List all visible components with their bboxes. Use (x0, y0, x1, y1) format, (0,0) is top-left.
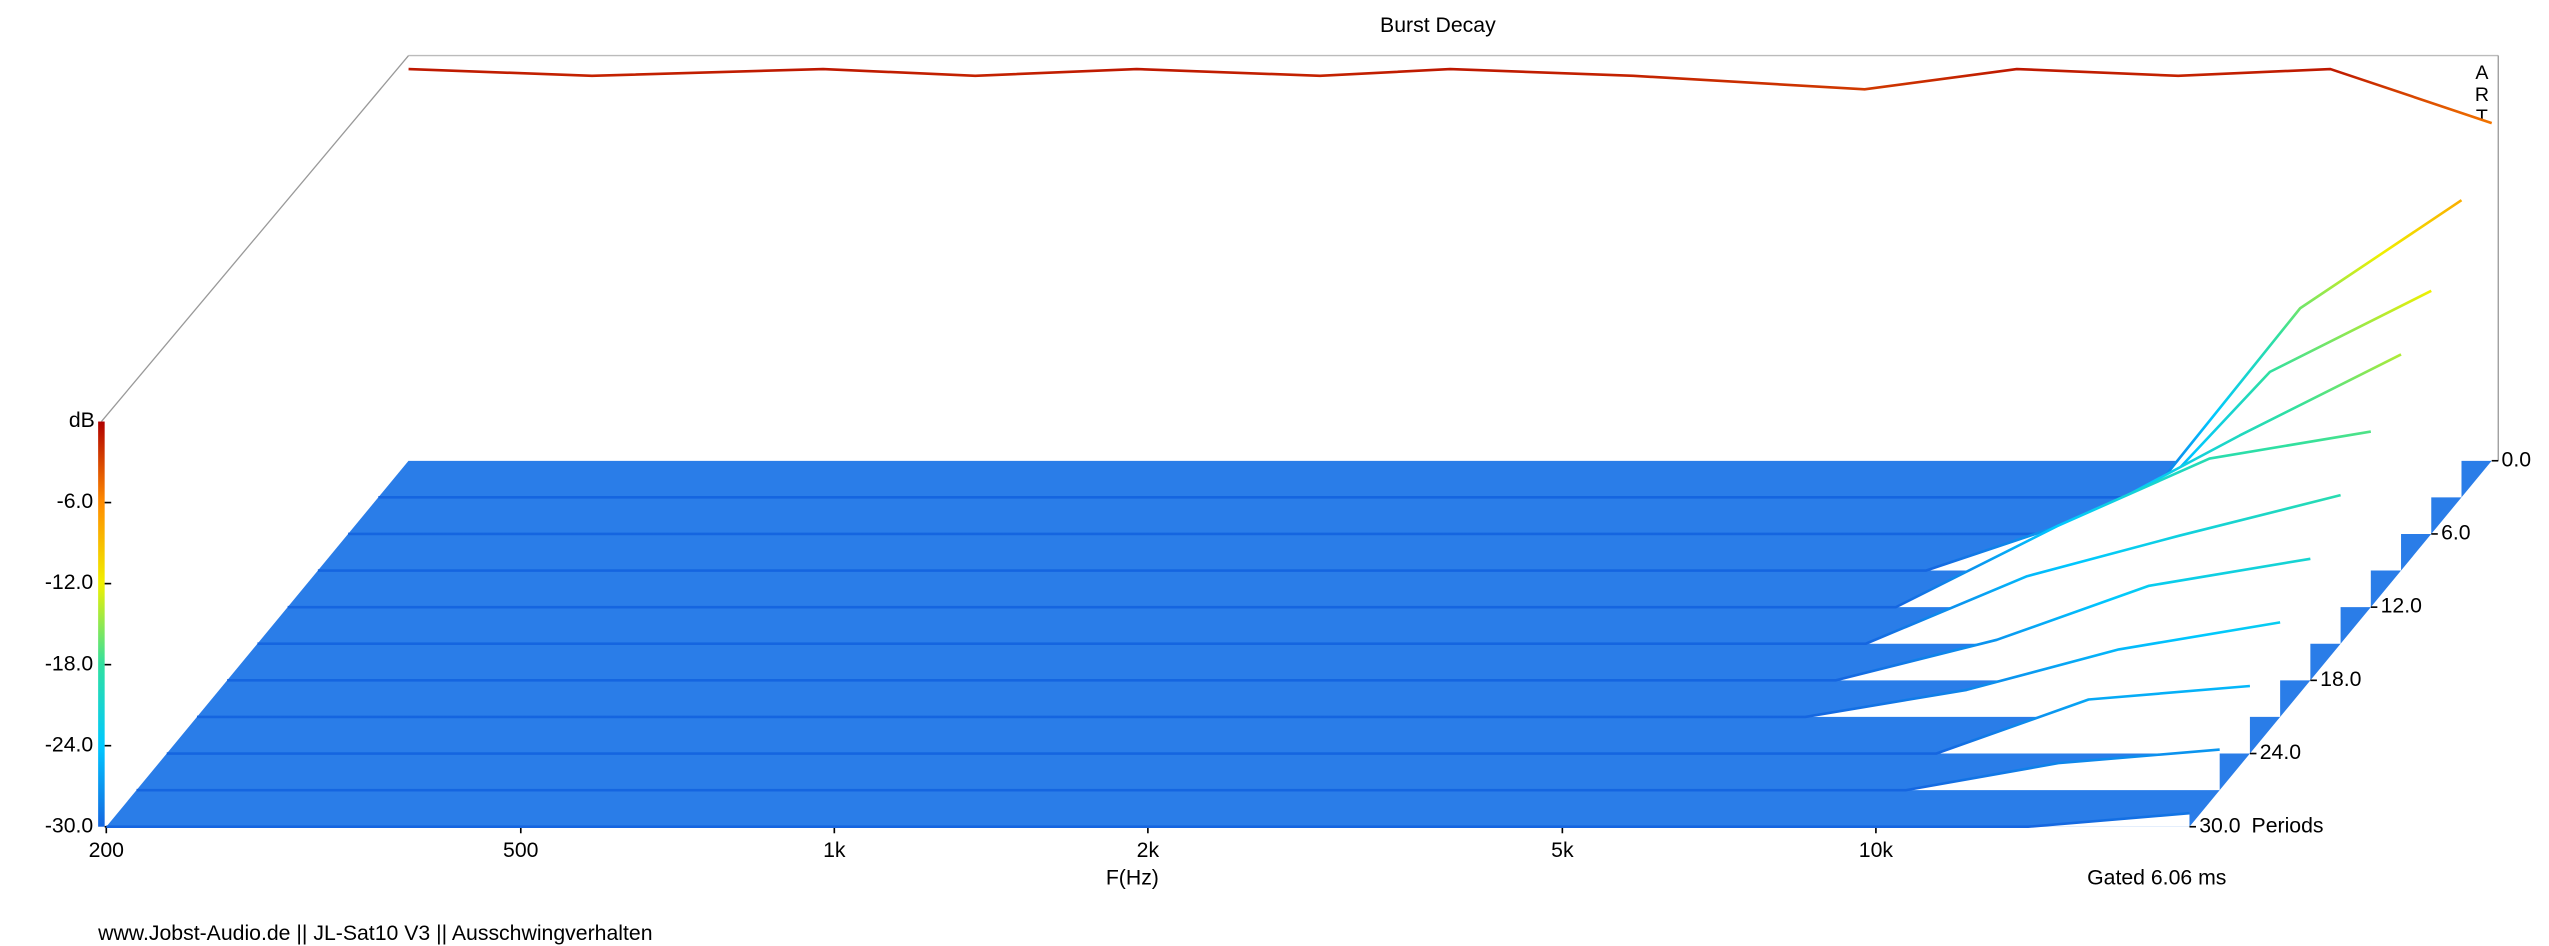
decay-slice (227, 557, 2311, 682)
slice-mask (408, 69, 2492, 461)
chart-title: Burst Decay (1380, 13, 1496, 37)
x-tick-label: 1k (823, 838, 846, 862)
decay-slice (166, 684, 2251, 755)
slice-mask (136, 749, 2220, 791)
z-tick-label: -6.0 (57, 489, 94, 513)
colorbar (98, 421, 105, 827)
decay-slice (136, 748, 2220, 792)
x-axis-label: F(Hz) (1106, 866, 1159, 890)
period-tick-label: 12.0 (2381, 594, 2422, 618)
period-tick-label: 6.0 (2441, 521, 2471, 545)
note: Gated 6.06 ms (2087, 866, 2226, 890)
x-tick-label: 2k (1137, 838, 1160, 862)
period-tick-label: 24.0 (2260, 740, 2301, 764)
z-tick-label: -30.0 (45, 813, 93, 837)
x-tick-label: 200 (89, 838, 124, 862)
slice-mask (166, 685, 2250, 754)
footer: www.Jobst-Audio.de || JL-Sat10 V3 || Aus… (97, 921, 652, 945)
period-tick-label: 0.0 (2502, 447, 2532, 471)
period-axis-label: Periods (2252, 813, 2324, 837)
x-tick-label: 500 (503, 838, 538, 862)
decay-slice (196, 621, 2281, 719)
z-tick-label: -24.0 (45, 732, 93, 756)
z-axis-label: dB (69, 408, 95, 432)
z-tick-label: -12.0 (45, 570, 93, 594)
decay-slice (106, 811, 2190, 829)
x-tick-label: 10k (1859, 838, 1894, 862)
decay-slice (408, 67, 2493, 125)
decay-slice (257, 493, 2341, 646)
period-tick-label: 18.0 (2320, 667, 2361, 691)
z-tick-label: -18.0 (45, 651, 93, 675)
decay-slice (287, 430, 2372, 609)
period-tick-label: 30.0 (2199, 813, 2240, 837)
x-tick-label: 5k (1551, 838, 1574, 862)
frame-line (100, 55, 410, 422)
